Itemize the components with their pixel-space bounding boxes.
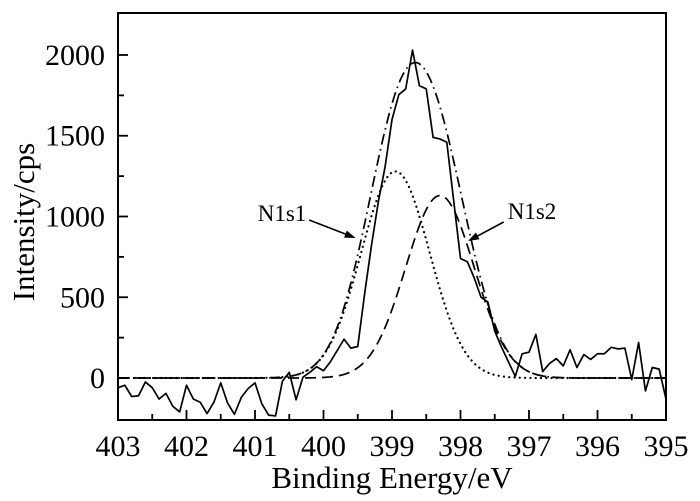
x-tick-label-400: 400	[301, 430, 346, 463]
x-tick-label-399: 399	[370, 430, 415, 463]
series-fit-envelope	[118, 61, 666, 379]
y-tick-label-500: 500	[60, 281, 105, 314]
x-tick-label-403: 403	[96, 430, 141, 463]
series-raw-spectrum	[117, 49, 667, 417]
series-n1s2-component	[118, 194, 666, 379]
y-tick-label-1000: 1000	[45, 201, 105, 234]
x-tick-label-402: 402	[164, 430, 209, 463]
x-tick-label-401: 401	[233, 430, 278, 463]
n1s2-arrowhead	[468, 232, 480, 242]
y-tick-label-1500: 1500	[45, 120, 105, 153]
y-tick-label-0: 0	[90, 362, 105, 395]
x-tick-label-398: 398	[438, 430, 483, 463]
peak-label-n1s1: N1s1	[257, 201, 307, 226]
x-axis-title: Binding Energy/eV	[271, 460, 513, 495]
x-tick-label-396: 396	[575, 430, 620, 463]
n1s1-arrow	[308, 219, 349, 236]
n1s2-arrow	[474, 221, 505, 238]
y-tick-label-2000: 2000	[45, 39, 105, 72]
y-axis-title: Intensity/cps	[6, 142, 41, 302]
n1s1-arrowhead	[344, 230, 356, 238]
series-n1s1-component	[116, 170, 668, 380]
plot-frame	[117, 12, 667, 421]
x-tick-label-395: 395	[644, 430, 689, 463]
x-tick-label-397: 397	[507, 430, 552, 463]
peak-label-n1s2: N1s2	[507, 199, 557, 224]
